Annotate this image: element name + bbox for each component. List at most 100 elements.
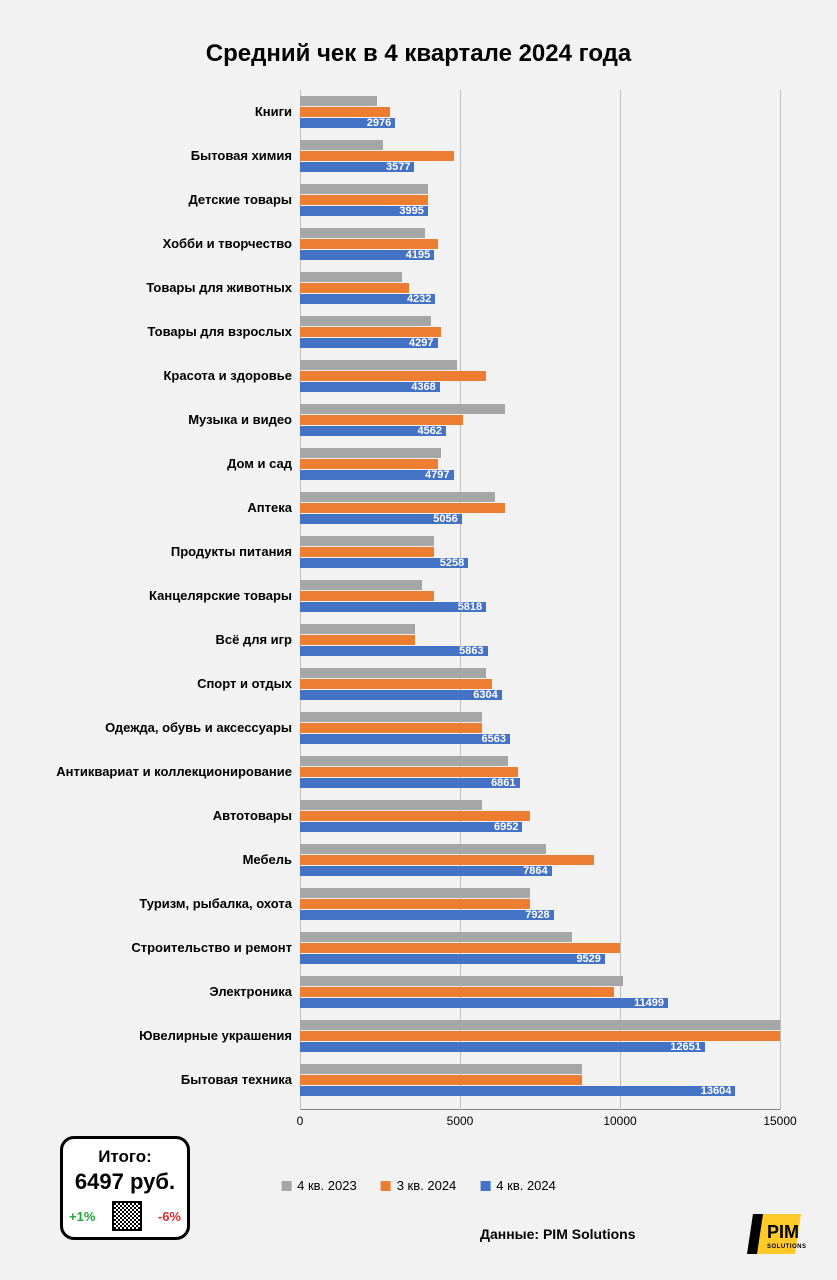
category-label: Аптека [247,501,300,514]
category-label: Строительство и ремонт [131,941,300,954]
category-group: Ювелирные украшения12651 [300,1020,780,1052]
category-group: Строительство и ремонт9529 [300,932,780,964]
summary-value: 6497 руб. [69,1169,181,1195]
category-label: Автотовары [213,809,300,822]
category-label: Антиквариат и коллекционирование [56,765,300,778]
category-group: Антиквариат и коллекционирование6861 [300,756,780,788]
chart-legend: 4 кв. 2023 3 кв. 2024 4 кв. 2024 [281,1178,556,1193]
bar [300,778,520,788]
bar [300,987,614,997]
category-label: Дом и сад [227,457,300,470]
bar [300,503,505,513]
bar-data-label: 7928 [525,910,549,920]
bar [300,1075,582,1085]
bar [300,459,438,469]
qr-icon [112,1201,142,1231]
summary-box: Итого: 6497 руб. +1% -6% [60,1136,190,1240]
bar [300,668,486,678]
data-source-label: Данные: PIM Solutions [480,1226,636,1242]
svg-text:SOLUTIONS: SOLUTIONS [767,1244,807,1250]
category-group: Продукты питания5258 [300,536,780,568]
summary-pct-down: -6% [158,1209,181,1224]
category-group: Автотовары6952 [300,800,780,832]
bar [300,800,482,810]
bar-data-label: 4232 [407,294,431,304]
category-label: Канцелярские товары [149,589,300,602]
category-group: Дом и сад4797 [300,448,780,480]
bar [300,228,425,238]
category-group: Бытовая химия3577 [300,140,780,172]
summary-title: Итого: [69,1147,181,1167]
category-group: Электроника11499 [300,976,780,1008]
bar-data-label: 4797 [425,470,449,480]
category-group: Товары для животных4232 [300,272,780,304]
x-axis-line [300,1109,780,1110]
bar [300,415,463,425]
chart-area: 050001000015000Книги2976Бытовая химия357… [300,90,780,1150]
bar-data-label: 6861 [491,778,515,788]
bar [300,624,415,634]
x-tick-label: 15000 [763,1114,796,1128]
category-group: Бытовая техника13604 [300,1064,780,1096]
bar [300,283,409,293]
bar [300,371,486,381]
category-group: Туризм, рыбалка, охота7928 [300,888,780,920]
bar [300,943,620,953]
bar [300,1064,582,1074]
bar [300,998,668,1008]
x-tick-label: 5000 [447,1114,474,1128]
bar [300,272,402,282]
bar-data-label: 6563 [482,734,506,744]
bar-data-label: 5056 [433,514,457,524]
bar [300,1031,780,1041]
bar-data-label: 6304 [473,690,497,700]
bar-data-label: 4562 [417,426,441,436]
bar [300,976,623,986]
bar [300,151,454,161]
legend-swatch [281,1181,291,1191]
bar [300,1042,705,1052]
bar [300,580,422,590]
x-tick-label: 0 [297,1114,304,1128]
category-group: Книги2976 [300,96,780,128]
bar-data-label: 11499 [634,998,664,1008]
bar [300,844,546,854]
category-label: Бытовая техника [181,1073,300,1086]
legend-swatch [480,1181,490,1191]
bar [300,492,495,502]
bar [300,756,508,766]
legend-swatch [381,1181,391,1191]
bar [300,855,594,865]
category-label: Музыка и видео [188,413,300,426]
bar [300,899,530,909]
bar [300,767,518,777]
category-group: Спорт и отдых6304 [300,668,780,700]
chart-title: Средний чек в 4 квартале 2024 года [0,0,837,78]
gridline [780,90,781,1110]
category-label: Книги [255,105,300,118]
x-tick-label: 10000 [603,1114,636,1128]
bar [300,316,431,326]
pim-solutions-logo: PIM SOLUTIONS [747,1210,807,1258]
bar [300,712,482,722]
bar [300,932,572,942]
category-label: Спорт и отдых [197,677,300,690]
bar [300,140,383,150]
bar-data-label: 4195 [406,250,430,260]
bar [300,734,510,744]
bar [300,327,441,337]
category-group: Мебель7864 [300,844,780,876]
category-group: Всё для игр5863 [300,624,780,656]
category-group: Канцелярские товары5818 [300,580,780,612]
bar [300,184,428,194]
category-group: Детские товары3995 [300,184,780,216]
category-label: Товары для животных [146,281,300,294]
bar [300,811,530,821]
category-label: Товары для взрослых [148,325,300,338]
legend-item: 3 кв. 2024 [381,1178,457,1193]
category-label: Мебель [243,853,300,866]
bar-data-label: 9529 [576,954,600,964]
category-group: Красота и здоровье4368 [300,360,780,392]
bar-data-label: 12651 [670,1042,701,1052]
chart-plot: 050001000015000Книги2976Бытовая химия357… [300,90,780,1110]
